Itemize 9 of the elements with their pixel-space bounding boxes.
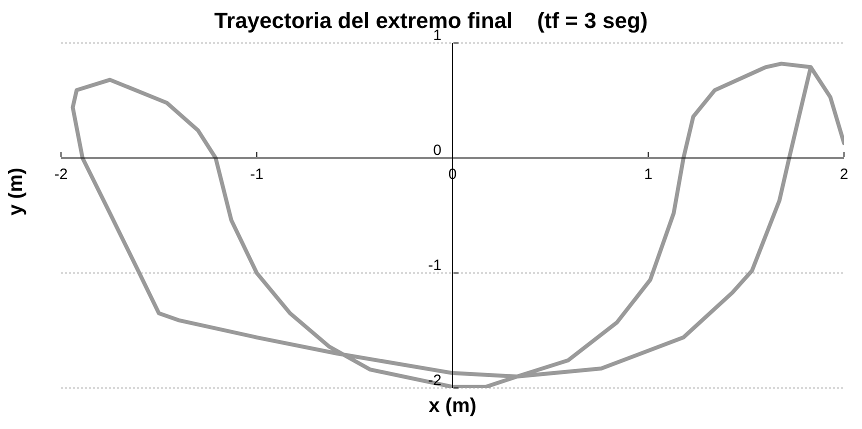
x-tick-label: 2 — [840, 166, 848, 183]
x-tick-label: -1 — [250, 166, 264, 183]
y-tick-label: 0 — [433, 142, 442, 159]
y-axis-title: y (m) — [5, 168, 28, 216]
y-tick-label: -1 — [428, 257, 442, 274]
y-tick-label: -2 — [428, 372, 442, 389]
x-axis-title: x (m) — [428, 395, 476, 418]
x-tick-label: 1 — [644, 166, 652, 183]
x-tick-label: -2 — [54, 166, 68, 183]
